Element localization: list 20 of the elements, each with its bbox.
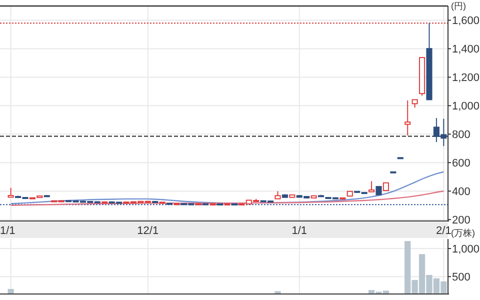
x-tick-label: 1/1 <box>0 225 16 237</box>
y-tick-label: 500 <box>452 272 470 284</box>
y-tick-label: 400 <box>452 186 470 198</box>
y-axis-title: (円) <box>451 1 466 11</box>
x-tick-label: 12/1 <box>137 225 159 237</box>
x-tick-label: 2/1 <box>436 225 452 237</box>
x-tick-label: 1/1 <box>292 225 308 237</box>
line-series <box>10 190 444 206</box>
y-tick-label: 1,600 <box>452 15 480 28</box>
candlestick <box>376 186 382 196</box>
y-axis-title: (万株) <box>451 228 475 238</box>
y-tick-label: 1,400 <box>452 44 480 56</box>
y-tick-label: 800 <box>452 129 470 142</box>
y-tick-label: 1,000 <box>452 244 480 256</box>
y-tick-label: 1,200 <box>452 72 480 84</box>
y-tick-label: 600 <box>452 158 470 170</box>
candlestick <box>404 100 411 136</box>
y-tick-label: 1,000 <box>452 100 480 113</box>
y-tick-label: 200 <box>452 214 470 227</box>
candlestick <box>368 180 375 193</box>
